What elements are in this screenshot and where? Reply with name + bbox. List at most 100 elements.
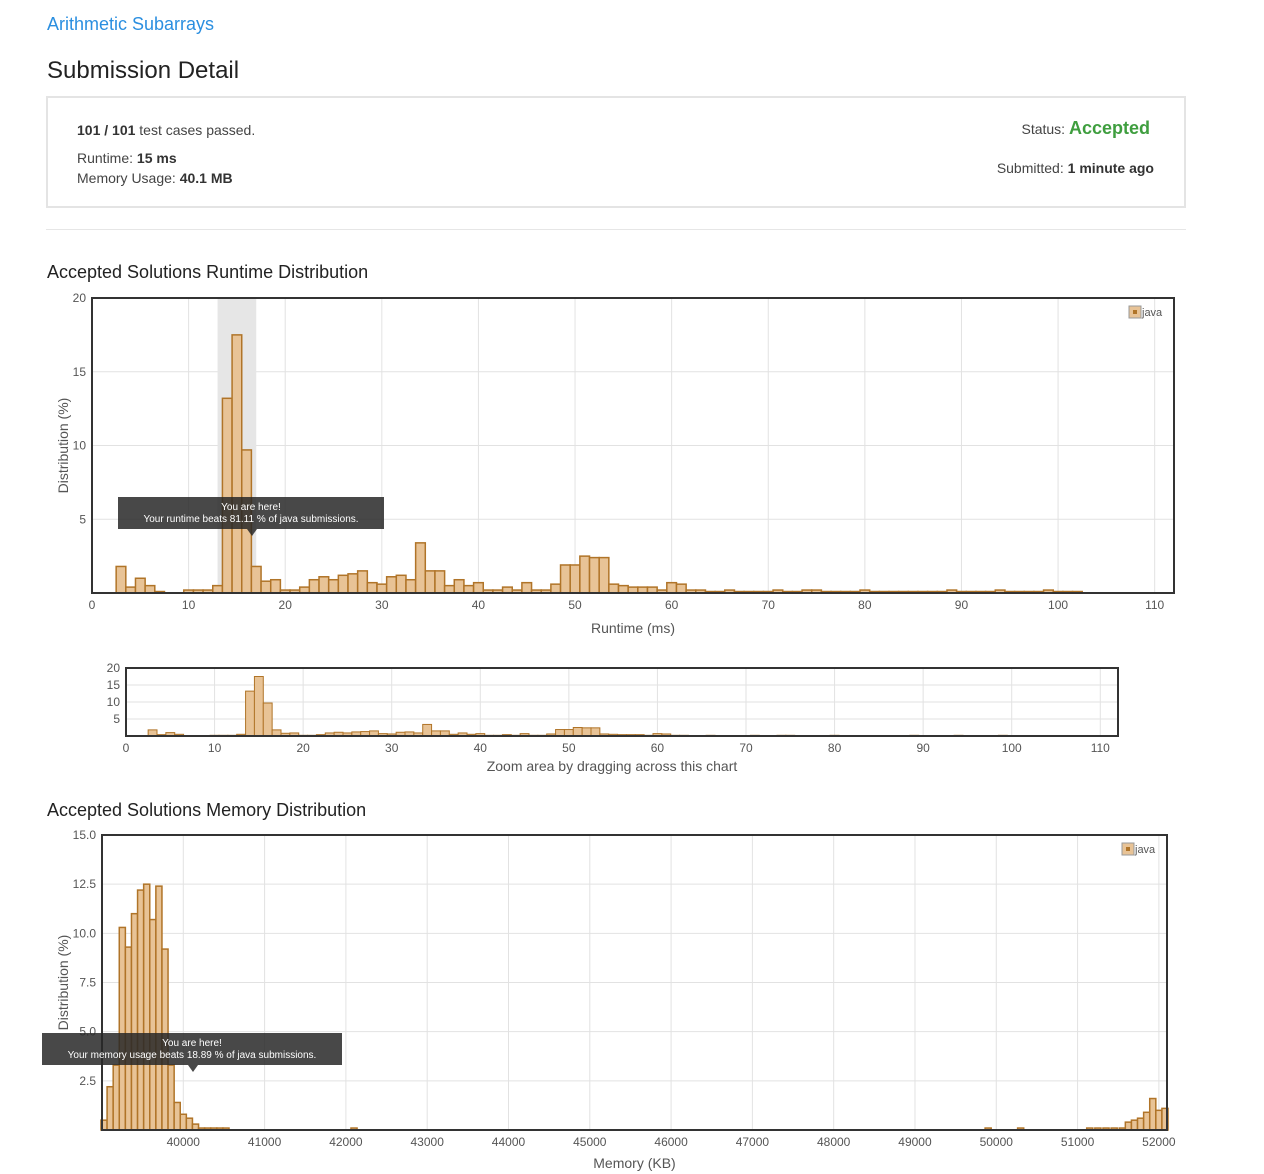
bar[interactable] [579, 555, 591, 594]
bar[interactable] [212, 584, 224, 594]
bar[interactable] [173, 1101, 181, 1131]
bar[interactable] [581, 727, 592, 737]
bar[interactable] [327, 578, 340, 594]
y-tick-label: 20 [107, 661, 121, 675]
runtime-value: 15 ms [136, 150, 177, 166]
bar[interactable] [155, 885, 163, 1131]
bar[interactable] [221, 397, 233, 594]
bar[interactable] [144, 584, 156, 594]
tooltip-box [118, 497, 384, 529]
bar[interactable] [1136, 1117, 1145, 1131]
bar[interactable] [112, 1064, 121, 1131]
bar[interactable] [179, 1113, 188, 1131]
x-tick-label: 40 [474, 741, 488, 755]
x-axis-title: Zoom area by dragging across this chart [487, 758, 738, 774]
bar[interactable] [250, 565, 262, 594]
bar[interactable] [617, 584, 629, 594]
bar[interactable] [1155, 1109, 1163, 1131]
runtime-distribution-chart[interactable]: 0 10 20 30 40 50 60 70 80 90 100 110 5 10 15 20 Runtime … [0, 288, 1200, 643]
bar[interactable] [569, 564, 581, 594]
bar[interactable] [231, 334, 243, 594]
memory-distribution-chart[interactable]: 40000 41000 42000 43000 44000 45000 46000 47000… [0, 826, 1200, 1174]
bar[interactable] [142, 883, 151, 1131]
x-tick-label: 52000 [1142, 1135, 1176, 1149]
bar[interactable] [1148, 1097, 1157, 1131]
bar[interactable] [405, 578, 417, 594]
bar[interactable] [588, 556, 600, 594]
tooltip-box [42, 1033, 342, 1065]
bar[interactable] [666, 581, 678, 594]
runtime-summary: Runtime: 15 ms [77, 150, 177, 166]
status-badge[interactable]: Accepted [1068, 118, 1150, 138]
bar[interactable] [376, 583, 388, 594]
bar[interactable] [1124, 1121, 1133, 1131]
legend-swatch-dot [1126, 847, 1130, 851]
bar[interactable] [414, 542, 427, 594]
legend[interactable]: java [1121, 842, 1156, 856]
bar[interactable] [559, 564, 571, 594]
tests-passed-text: test cases passed. [139, 122, 256, 138]
runtime-zoom-navigator[interactable]: 0 10 20 30 40 50 60 70 80 90 100 110 5 10 15 20 Zoom are… [0, 660, 1200, 785]
bar[interactable] [185, 1117, 194, 1131]
bar[interactable] [106, 1085, 114, 1131]
bar[interactable] [130, 912, 139, 1131]
x-tick-label: 100 [1048, 598, 1068, 612]
bar[interactable] [260, 580, 272, 594]
y-tick-label: 15 [107, 678, 121, 692]
bar[interactable] [245, 690, 255, 737]
x-tick-label: 100 [1002, 741, 1022, 755]
x-tick-label: 0 [89, 598, 96, 612]
bar[interactable] [385, 576, 398, 594]
bar[interactable] [675, 583, 687, 594]
bar[interactable] [115, 565, 127, 594]
bar[interactable] [308, 578, 320, 594]
memory-summary: Memory Usage: 40.1 MB [77, 170, 233, 186]
x-tick-label: 49000 [898, 1135, 932, 1149]
y-axis-title: Distribution (%) [55, 398, 71, 494]
tooltip-text: Your runtime beats 81.11 % of java submi… [143, 514, 358, 525]
submitted-label: Submitted: [996, 160, 1064, 176]
bar[interactable] [253, 676, 264, 737]
bar[interactable] [134, 577, 146, 594]
x-axis-title: Runtime (ms) [591, 620, 675, 636]
bar[interactable] [149, 918, 157, 1131]
bar[interactable] [318, 576, 330, 594]
bar[interactable] [1142, 1111, 1151, 1131]
bar[interactable] [167, 1064, 175, 1131]
problem-title-link[interactable]: Arithmetic Subarrays [47, 14, 215, 34]
x-tick-label: 60 [665, 598, 679, 612]
bar[interactable] [598, 556, 610, 594]
tooltip-title: You are here! [221, 502, 281, 513]
bar[interactable] [434, 570, 446, 594]
bar[interactable] [136, 889, 145, 1131]
bar[interactable] [366, 581, 378, 594]
legend[interactable]: java [1128, 305, 1163, 319]
bar[interactable] [118, 926, 127, 1131]
x-tick-label: 46000 [654, 1135, 688, 1149]
bar[interactable] [347, 573, 359, 594]
bar[interactable] [395, 574, 407, 594]
bar[interactable] [590, 727, 601, 737]
bar[interactable] [443, 584, 456, 594]
bar[interactable] [269, 578, 282, 594]
bar[interactable] [422, 723, 433, 737]
bar[interactable] [356, 570, 369, 594]
you-are-here-tooltip: You are here!Your runtime beats 81.11 % … [118, 497, 384, 536]
bar[interactable] [1130, 1119, 1139, 1131]
bar[interactable] [463, 584, 475, 594]
bar[interactable] [472, 581, 485, 594]
bar[interactable] [521, 581, 533, 594]
x-tick-label: 0 [123, 741, 130, 755]
x-tick-label: 70 [739, 741, 753, 755]
bar[interactable] [550, 583, 562, 594]
bar[interactable] [453, 578, 465, 594]
bar[interactable] [337, 574, 349, 594]
memory-distribution-title: Accepted Solutions Memory Distribution [47, 800, 367, 820]
tooltip-pointer [247, 529, 257, 536]
bar[interactable] [262, 702, 273, 737]
bar[interactable] [424, 570, 436, 594]
x-tick-label: 70 [762, 598, 776, 612]
x-tick-label: 40 [472, 598, 486, 612]
bar[interactable] [572, 727, 583, 737]
bar[interactable] [608, 583, 620, 594]
